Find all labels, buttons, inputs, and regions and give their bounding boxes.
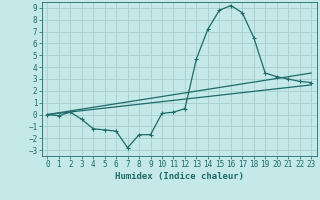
X-axis label: Humidex (Indice chaleur): Humidex (Indice chaleur) bbox=[115, 172, 244, 181]
